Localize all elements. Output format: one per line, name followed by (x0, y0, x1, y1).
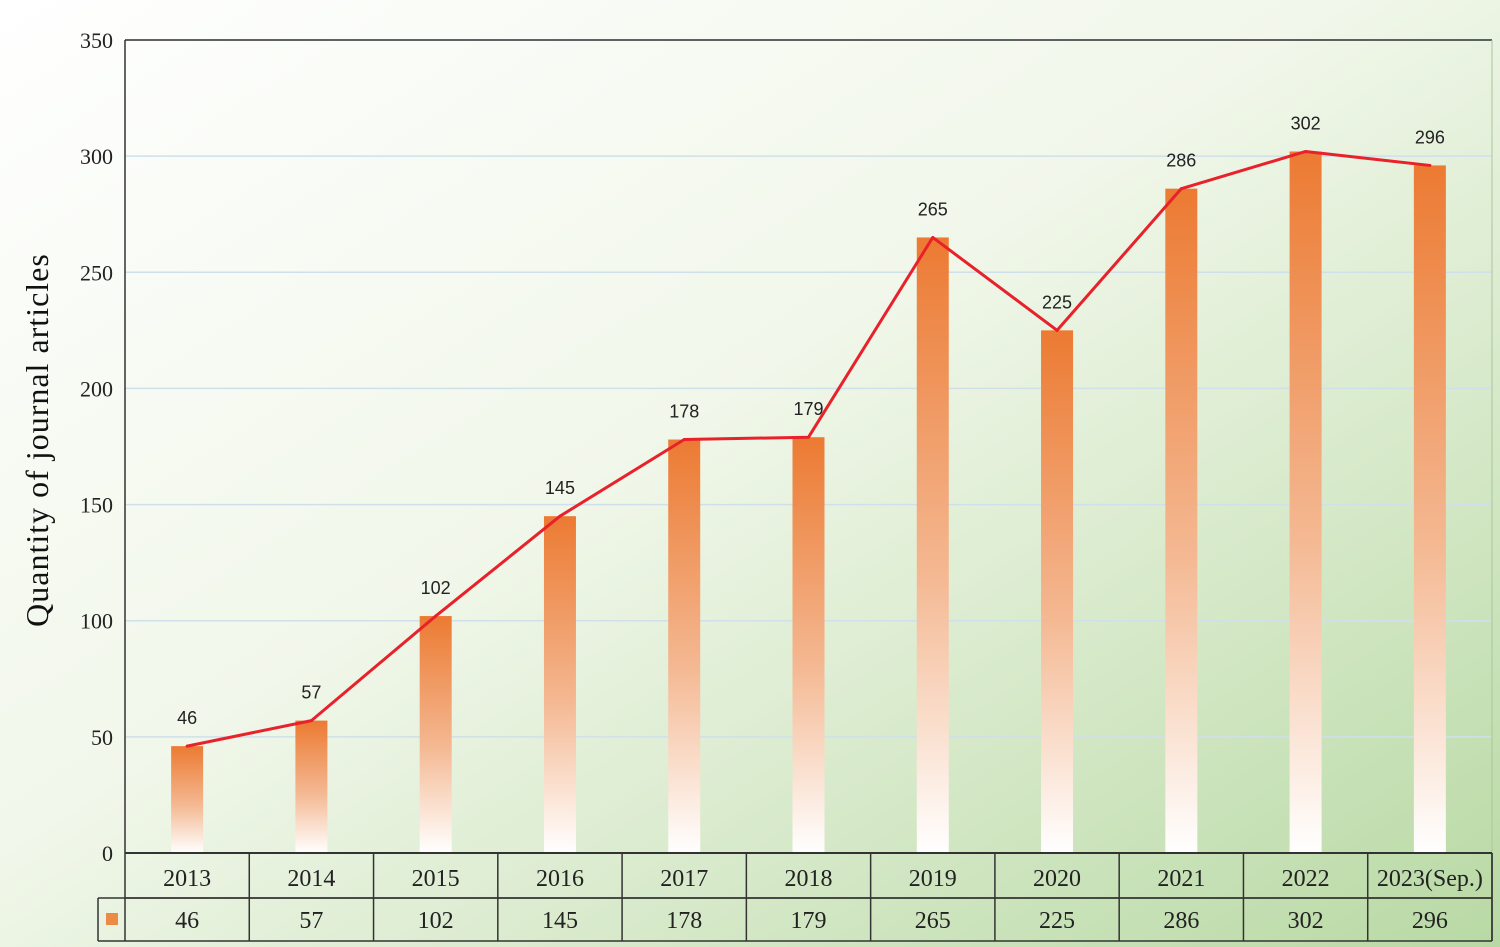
table-value-2014: 57 (299, 908, 323, 934)
bar-2020 (1041, 330, 1074, 853)
trend-point-2017 (682, 438, 686, 442)
trend-point-2015 (434, 614, 438, 618)
y-tick-label: 200 (80, 376, 113, 401)
data-label-2016: 145 (545, 478, 575, 498)
bar-2015 (419, 616, 452, 853)
trend-point-2020 (1055, 328, 1059, 332)
data-labels: 46 57 102 145 178 179 265 225 286 302 296 (177, 113, 1445, 728)
data-table: 2013 46 2014 57 2015 102 2016 145 2017 178 2018 179… (97, 853, 1493, 942)
y-axis-label: Quantity of journal articles (19, 253, 55, 627)
data-label-2018: 179 (793, 399, 823, 419)
trend-point-2023(Sep.) (1428, 163, 1432, 167)
data-label-2014: 57 (301, 683, 321, 703)
bar-2014 (295, 720, 328, 853)
trend-point-2014 (309, 719, 313, 723)
y-tick-label: 300 (80, 144, 113, 169)
trend-point-2022 (1304, 149, 1308, 153)
table-value-2016: 145 (542, 908, 578, 934)
x-tick-label-2022: 2022 (1282, 866, 1330, 892)
y-tick-label: 350 (80, 28, 113, 53)
table-value-2019: 265 (915, 908, 951, 934)
y-tick-label: 150 (80, 493, 113, 518)
bar-2016 (543, 516, 576, 853)
trend-point-2013 (185, 744, 189, 748)
bar-2013 (171, 746, 204, 853)
trend-point-2018 (807, 435, 810, 439)
table-value-2017: 178 (666, 908, 702, 934)
x-tick-label-2023(Sep.): 2023(Sep.) (1377, 866, 1483, 892)
y-tick-label: 250 (80, 260, 113, 285)
data-label-2013: 46 (177, 708, 197, 728)
trend-point-2016 (558, 514, 562, 518)
bar-2019 (916, 237, 949, 853)
x-tick-label-2013: 2013 (163, 866, 211, 892)
axes: 0 50 100 150 200 250 300 350 (80, 28, 1493, 866)
x-tick-label-2017: 2017 (660, 866, 708, 892)
x-tick-label-2020: 2020 (1033, 866, 1081, 892)
x-tick-label-2018: 2018 (785, 866, 833, 892)
bar-2017 (668, 439, 701, 853)
table-value-2013: 46 (175, 908, 199, 934)
x-tick-label-2015: 2015 (412, 866, 460, 892)
trend-point-2021 (1179, 187, 1183, 191)
table-value-2015: 102 (418, 908, 454, 934)
table-value-2022: 302 (1288, 908, 1324, 934)
bar-2018 (792, 437, 825, 853)
x-tick-label-2019: 2019 (909, 866, 957, 892)
data-label-2022: 302 (1291, 113, 1321, 133)
data-label-2017: 178 (669, 402, 699, 422)
data-label-2023(Sep.): 296 (1415, 127, 1445, 147)
y-tick-label: 100 (80, 609, 113, 634)
data-label-2019: 265 (918, 199, 948, 219)
data-label-2021: 286 (1166, 151, 1196, 171)
bar-2022 (1289, 151, 1322, 854)
bars (171, 151, 1446, 854)
table-value-2023(Sep.): 296 (1412, 908, 1448, 934)
bar-2023(Sep.) (1413, 165, 1446, 854)
legend-marker (106, 913, 118, 925)
data-label-2015: 102 (421, 578, 451, 598)
x-tick-label-2014: 2014 (287, 866, 335, 892)
table-value-2021: 286 (1163, 908, 1199, 934)
y-tick-label: 50 (91, 725, 113, 750)
trend-point-2019 (931, 235, 935, 239)
y-tick-label: 0 (102, 841, 113, 866)
bar-2021 (1165, 188, 1198, 854)
data-label-2020: 225 (1042, 292, 1072, 312)
trend-line-group (185, 149, 1432, 748)
table-value-2018: 179 (791, 908, 827, 934)
x-tick-label-2021: 2021 (1157, 866, 1205, 892)
x-tick-label-2016: 2016 (536, 866, 584, 892)
table-value-2020: 225 (1039, 908, 1075, 934)
